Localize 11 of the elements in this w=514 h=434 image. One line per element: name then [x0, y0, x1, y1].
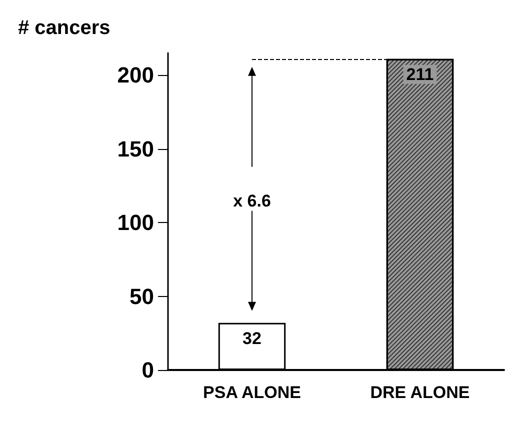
y-tick-label: 150: [117, 136, 154, 162]
y-tick-label: 100: [117, 210, 154, 236]
y-axis-title: # cancers: [18, 17, 110, 39]
data-label: 32: [242, 328, 262, 348]
data-label: 211: [406, 64, 434, 84]
annotation: x 6.6: [233, 191, 271, 210]
x-tick-label: PSA ALONE: [203, 383, 301, 402]
x-tick-label: DRE ALONE: [370, 383, 470, 402]
y-tick-label: 200: [117, 62, 154, 88]
y-tick-label: 50: [130, 284, 154, 309]
y-tick-label: 0: [142, 358, 154, 382]
